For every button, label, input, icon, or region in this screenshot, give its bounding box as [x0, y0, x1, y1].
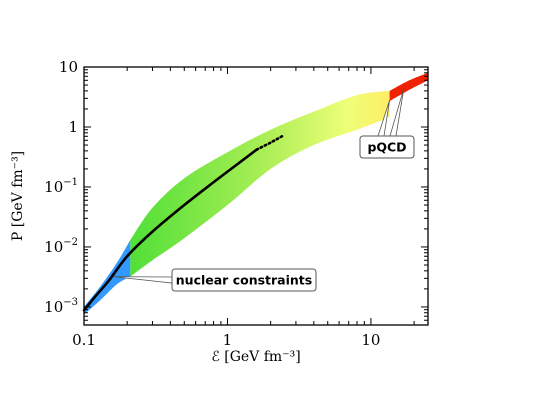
y-tick-exponent: −1: [63, 177, 78, 188]
y-tick-exponent: −3: [63, 297, 78, 308]
x-axis-label: ℰ [GeV fm⁻³]: [211, 349, 300, 365]
eos-curve-solid: [82, 148, 259, 312]
y-tick-label: 1: [68, 118, 78, 136]
callouts-layer: nuclear constraints pQCD: [113, 87, 415, 292]
pqcd-band: [389, 72, 428, 102]
y-tick-base: 10: [44, 178, 63, 196]
y-axis-label: P [GeV fm⁻³]: [10, 151, 26, 241]
y-tick-base: 10: [44, 238, 63, 256]
y-tick-label: 10: [59, 58, 78, 76]
y-tick-label: 10−2: [44, 237, 78, 256]
pqcd-callout-box: [359, 135, 415, 159]
nuclear-callout-label: nuclear constraints: [176, 273, 312, 288]
y-tick-exponent: −2: [63, 237, 78, 248]
nuclear-callout-box: [171, 268, 317, 292]
interpolation-band: [130, 90, 390, 277]
pqcd-callout-label: pQCD: [367, 140, 406, 155]
y-tick-base: 10: [44, 298, 63, 316]
labels-layer: ℰ [GeV fm⁻³] P [GeV fm⁻³]: [10, 151, 301, 365]
x-tick-label: 10: [361, 331, 380, 349]
curves-layer: [82, 134, 284, 312]
y-tick-label: 10−1: [44, 177, 78, 196]
x-tick-label: 0.1: [72, 331, 96, 349]
x-tick-label: 1: [223, 331, 233, 349]
y-tick-label: 10−3: [44, 297, 78, 316]
eos-curve-dotted: [255, 134, 284, 151]
